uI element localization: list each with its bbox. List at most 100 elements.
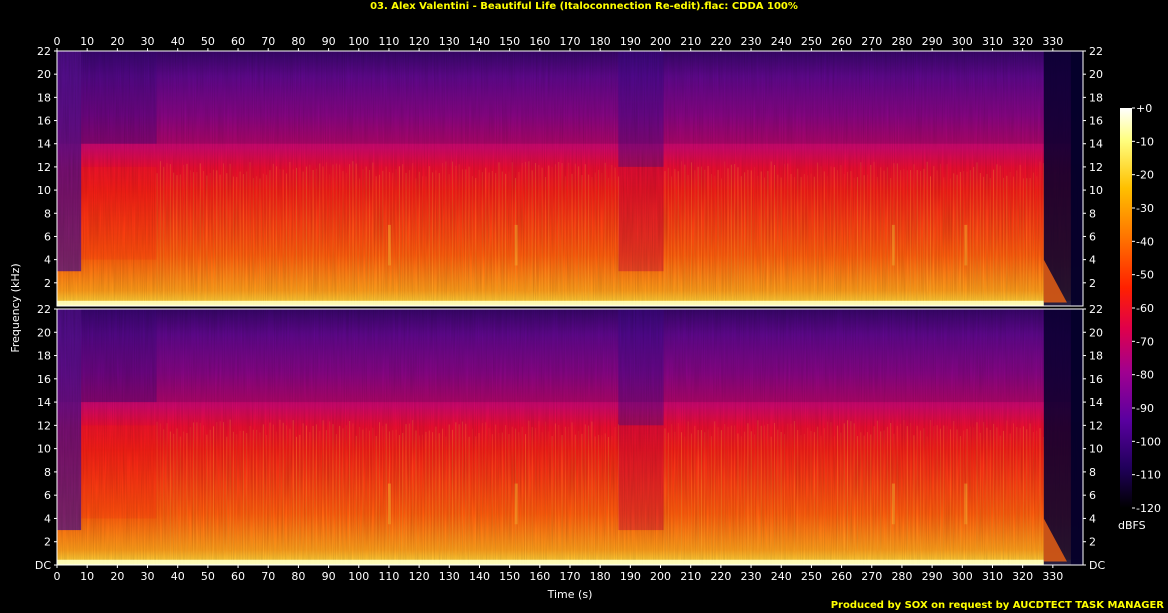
- x-tick-label: 50: [201, 35, 215, 48]
- colorbar-tick-label: -10: [1136, 135, 1154, 148]
- y-tick-label: 2: [1089, 277, 1096, 290]
- x-tick-label: 100: [348, 35, 369, 48]
- y-tick-label: 10: [1089, 184, 1103, 197]
- x-tick-label: 190: [620, 35, 641, 48]
- x-tick-label: 70: [261, 35, 275, 48]
- x-tick-label: 40: [171, 35, 185, 48]
- silence-end: [1070, 309, 1083, 565]
- x-tick-label: 180: [590, 570, 611, 583]
- x-tick-label: 30: [141, 570, 155, 583]
- x-tick-label: 310: [982, 570, 1003, 583]
- x-tick-label: 310: [982, 35, 1003, 48]
- y-tick-label: 14: [1089, 396, 1103, 409]
- x-tick-label: 200: [650, 570, 671, 583]
- colorbar-tick-label: -110: [1136, 469, 1161, 482]
- x-tick-label: 270: [861, 35, 882, 48]
- x-tick-label: 140: [469, 35, 490, 48]
- x-tick-label: 10: [80, 570, 94, 583]
- y-tick-label: 8: [44, 466, 51, 479]
- y-tick-label: 16: [1089, 115, 1103, 128]
- y-tick-label: 14: [37, 396, 51, 409]
- x-tick-label: 240: [771, 35, 792, 48]
- colorbar-label: dBFS: [1118, 519, 1146, 532]
- colorbar-tick-label: -120: [1136, 502, 1161, 515]
- y-tick-label: 16: [37, 115, 51, 128]
- y-tick-label: 10: [37, 184, 51, 197]
- y-tick-label: 8: [44, 207, 51, 220]
- x-tick-label: 80: [291, 570, 305, 583]
- y-tick-label: DC: [35, 559, 51, 572]
- y-tick-label: 8: [1089, 207, 1096, 220]
- y-tick-label: 18: [37, 91, 51, 104]
- y-tick-label: DC: [1089, 559, 1105, 572]
- chart-title: 03. Alex Valentini - Beautiful Life (Ita…: [370, 1, 798, 12]
- x-tick-label: 300: [952, 570, 973, 583]
- x-tick-label: 280: [891, 35, 912, 48]
- bass-band: [57, 300, 1083, 306]
- x-tick-label: 290: [922, 570, 943, 583]
- x-tick-label: 100: [348, 570, 369, 583]
- y-tick-label: 6: [44, 230, 51, 243]
- x-tick-label: 170: [560, 35, 581, 48]
- y-tick-label: 12: [1089, 419, 1103, 432]
- x-tick-label: 210: [680, 570, 701, 583]
- x-tick-label: 180: [590, 35, 611, 48]
- x-tick-label: 150: [499, 570, 520, 583]
- y-tick-label: 20: [37, 326, 51, 339]
- x-tick-label: 260: [831, 35, 852, 48]
- y-tick-label: 18: [1089, 350, 1103, 363]
- x-tick-label: 30: [141, 35, 155, 48]
- y-tick-label: 12: [1089, 161, 1103, 174]
- colorbar-tick-label: -40: [1136, 235, 1154, 248]
- colorbar: [1120, 108, 1132, 508]
- x-tick-label: 0: [54, 570, 61, 583]
- y-tick-label: 10: [37, 443, 51, 456]
- colorbar-tick-label: -70: [1136, 335, 1154, 348]
- x-axis-title: Time (s): [547, 588, 593, 601]
- x-tick-label: 220: [710, 570, 731, 583]
- y-tick-label: 12: [37, 419, 51, 432]
- x-tick-label: 0: [54, 35, 61, 48]
- y-tick-label: 16: [1089, 373, 1103, 386]
- y-tick-label: 2: [44, 536, 51, 549]
- x-tick-label: 320: [1012, 35, 1033, 48]
- y-tick-label: 14: [1089, 138, 1103, 151]
- x-tick-label: 90: [322, 35, 336, 48]
- x-tick-label: 150: [499, 35, 520, 48]
- x-tick-label: 10: [80, 35, 94, 48]
- x-tick-label: 210: [680, 35, 701, 48]
- x-tick-label: 320: [1012, 570, 1033, 583]
- y-tick-label: 14: [37, 138, 51, 151]
- x-tick-label: 240: [771, 570, 792, 583]
- y-tick-label: 12: [37, 161, 51, 174]
- x-tick-label: 300: [952, 35, 973, 48]
- x-tick-label: 80: [291, 35, 305, 48]
- colorbar-tick-label: -90: [1136, 402, 1154, 415]
- y-axis-title: Frequency (kHz): [9, 263, 22, 352]
- x-tick-label: 230: [741, 570, 762, 583]
- colorbar-tick-label: -80: [1136, 369, 1154, 382]
- x-tick-label: 330: [1042, 570, 1063, 583]
- x-tick-label: 50: [201, 570, 215, 583]
- x-tick-label: 120: [409, 35, 430, 48]
- spectrogram-channel-2: [56, 308, 1084, 566]
- x-tick-label: 250: [801, 35, 822, 48]
- y-tick-label: 20: [1089, 326, 1103, 339]
- y-tick-label: 8: [1089, 466, 1096, 479]
- y-tick-label: 6: [44, 489, 51, 502]
- x-tick-label: 190: [620, 570, 641, 583]
- fade-tail: [1043, 518, 1067, 562]
- x-tick-label: 130: [439, 35, 460, 48]
- colorbar-tick-label: -60: [1136, 302, 1154, 315]
- x-tick-label: 200: [650, 35, 671, 48]
- y-tick-label: 6: [1089, 230, 1096, 243]
- footer-credit: Produced by SOX on request by AUCDTECT T…: [830, 600, 1164, 611]
- x-tick-label: 260: [831, 570, 852, 583]
- texture-grain: [57, 51, 1083, 306]
- silence-end: [1070, 51, 1083, 306]
- y-tick-label: 16: [37, 373, 51, 386]
- y-tick-label: 2: [44, 277, 51, 290]
- x-tick-label: 20: [110, 35, 124, 48]
- y-tick-label: 4: [1089, 254, 1096, 267]
